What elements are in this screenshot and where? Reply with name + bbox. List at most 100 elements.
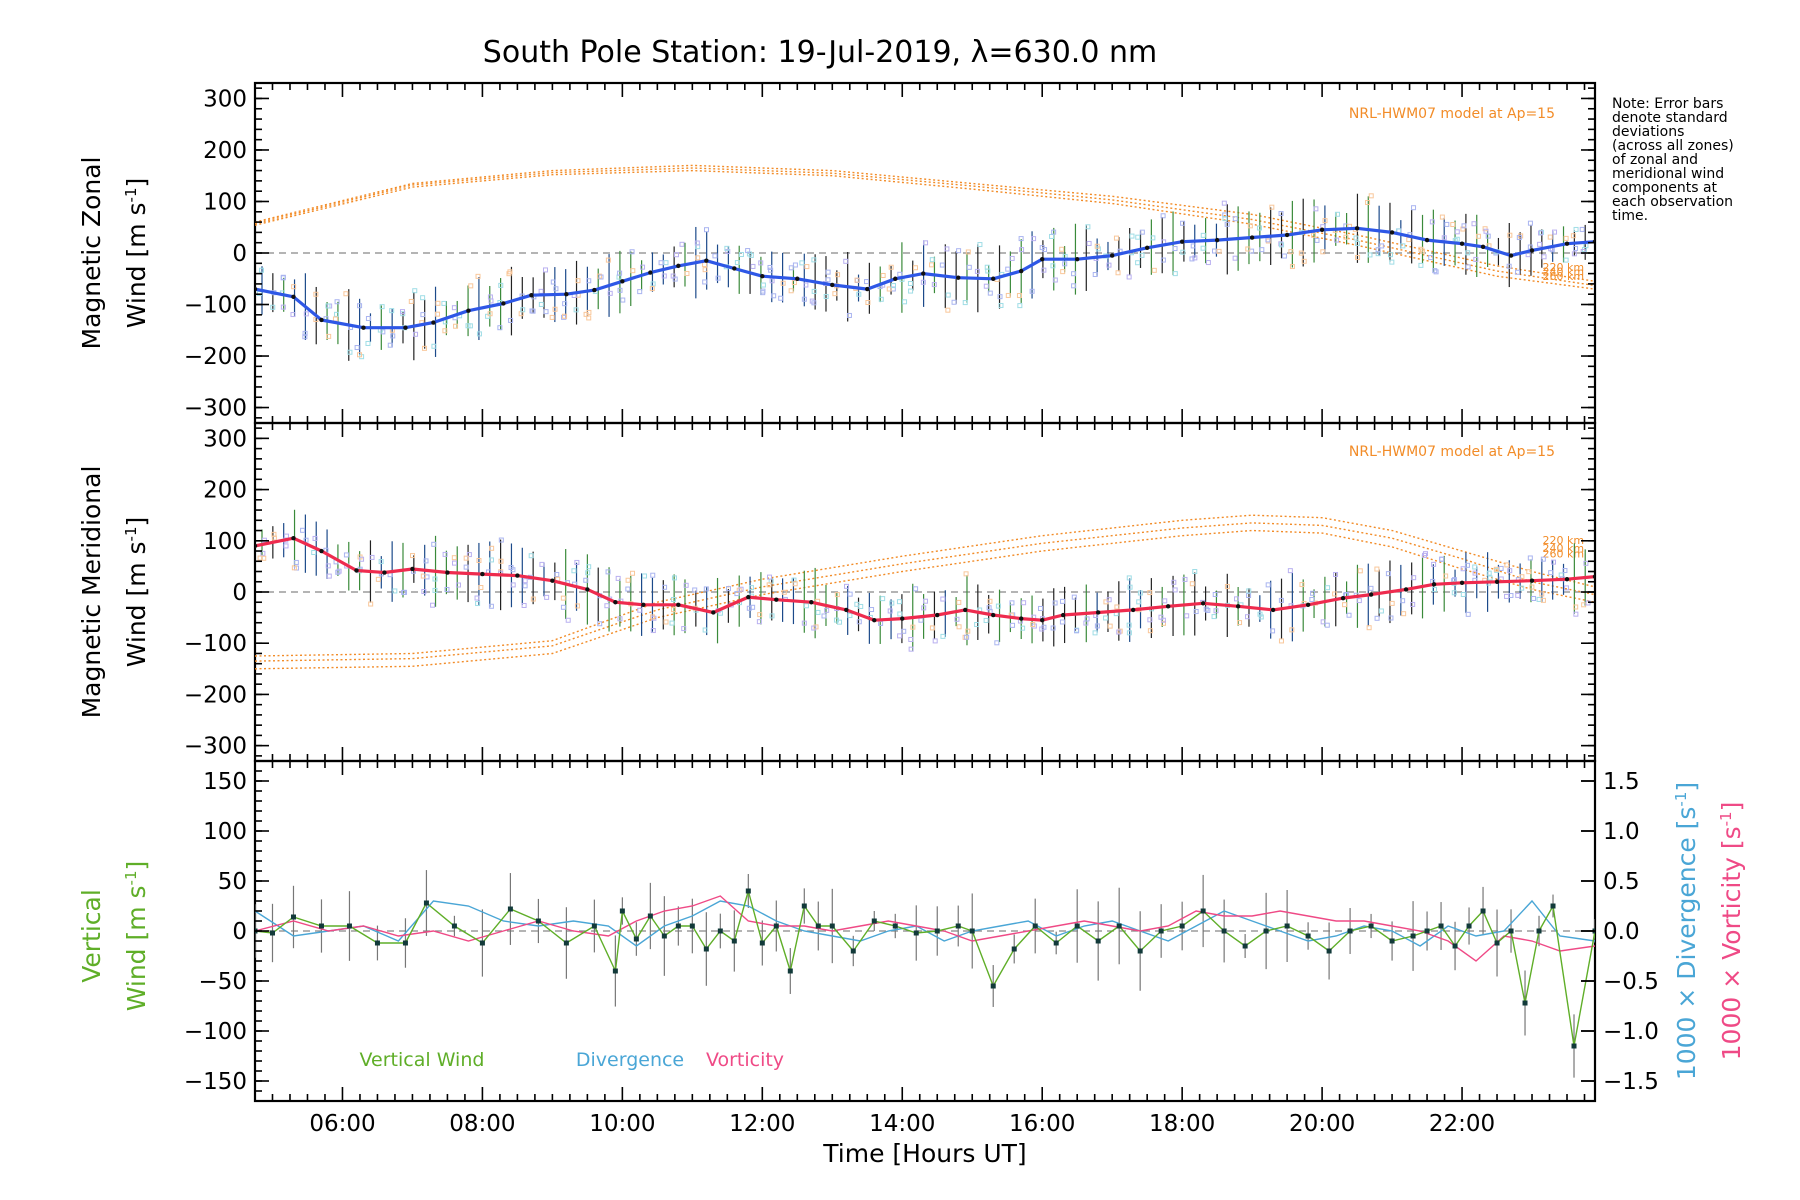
wind-data-point xyxy=(1592,574,1595,579)
vertical-wind-point xyxy=(913,930,919,936)
wind-data-point xyxy=(991,276,996,281)
note-line: (across all zones) xyxy=(1612,138,1734,154)
wind-data-point xyxy=(1431,582,1437,587)
zone-sample-marker xyxy=(313,317,319,323)
zone-sample-marker xyxy=(1411,205,1417,211)
wind-data-point xyxy=(592,287,597,293)
zone-sample-marker xyxy=(1038,605,1044,611)
zone-sample-marker xyxy=(1333,571,1339,577)
zone-sample-marker xyxy=(1160,620,1166,626)
zone-sample-marker xyxy=(1269,204,1275,210)
model-altitude-label: 260 km xyxy=(1543,270,1585,283)
vertical-wind-point xyxy=(1284,923,1290,929)
zone-sample-marker xyxy=(1205,260,1211,266)
zone-sample-marker xyxy=(431,541,437,547)
zone-sample-marker xyxy=(420,312,426,318)
vertical-wind-point xyxy=(801,903,807,909)
zone-sample-marker xyxy=(1092,272,1098,278)
wind-data-point xyxy=(1095,610,1101,615)
zone-sample-marker xyxy=(1309,596,1315,602)
zone-sample-marker xyxy=(498,282,504,288)
zone-sample-marker xyxy=(368,601,374,607)
zone-sample-marker xyxy=(522,578,528,584)
zone-sample-marker xyxy=(833,617,839,623)
zone-sample-marker xyxy=(538,301,544,307)
zone-sample-marker xyxy=(605,257,611,263)
zone-sample-marker xyxy=(854,277,860,283)
zone-sample-marker xyxy=(586,315,592,321)
zone-sample-marker xyxy=(1172,271,1178,277)
vertical-wind-point xyxy=(1221,928,1227,934)
zone-sample-marker xyxy=(931,282,937,288)
zone-sample-marker xyxy=(1106,597,1112,603)
zone-sample-marker xyxy=(781,589,787,595)
zone-sample-marker xyxy=(1213,608,1219,614)
zone-sample-marker xyxy=(326,573,332,579)
zone-sample-marker xyxy=(1507,232,1513,238)
wind-data-point xyxy=(445,570,450,575)
zone-sample-marker xyxy=(1010,622,1016,628)
zone-sample-marker xyxy=(821,613,827,619)
zone-sample-marker xyxy=(1084,616,1090,622)
wind-data-point xyxy=(1130,607,1136,613)
zone-sample-marker xyxy=(1224,221,1230,227)
wind-data-point xyxy=(564,292,569,297)
zone-sample-marker xyxy=(466,552,472,558)
zone-sample-marker xyxy=(538,288,544,294)
y-tick-label: −300 xyxy=(184,734,247,760)
zone-sample-marker xyxy=(1460,566,1466,572)
zone-sample-marker xyxy=(410,553,416,559)
zone-sample-marker xyxy=(1139,229,1145,235)
wind-data-point xyxy=(515,573,520,578)
zone-sample-marker xyxy=(811,300,817,306)
zone-sample-marker xyxy=(1548,570,1554,576)
zone-sample-marker xyxy=(1334,237,1340,243)
zone-sample-marker xyxy=(280,304,286,310)
vertical-wind-point xyxy=(1095,938,1101,944)
zone-sample-marker xyxy=(1529,584,1535,590)
zone-sample-marker xyxy=(354,345,360,351)
zone-sample-marker xyxy=(530,596,536,602)
zone-sample-marker xyxy=(1059,598,1065,604)
zone-sample-marker xyxy=(792,581,798,587)
zone-sample-marker xyxy=(1203,606,1209,612)
vertical-wind-point xyxy=(535,918,541,924)
x-tick-label: 18:00 xyxy=(1149,1111,1215,1137)
zone-sample-marker xyxy=(1465,611,1471,617)
vertical-wind-line xyxy=(255,888,1595,1047)
zone-sample-marker xyxy=(332,316,338,322)
zone-sample-marker xyxy=(1343,234,1349,240)
vorticity-ylabel: 1000 × Vorticity [s-1] xyxy=(1717,802,1746,1061)
zone-sample-marker xyxy=(1507,568,1513,574)
zone-sample-marker xyxy=(887,608,893,614)
zone-sample-marker xyxy=(586,564,592,570)
zone-sample-marker xyxy=(1527,220,1533,226)
zone-sample-marker xyxy=(703,586,709,592)
y-tick-label: −100 xyxy=(184,293,247,319)
zone-sample-marker xyxy=(336,568,342,574)
x-tick-label: 14:00 xyxy=(869,1111,935,1137)
zone-sample-marker xyxy=(1570,233,1576,239)
zone-sample-marker xyxy=(760,288,766,294)
zone-sample-marker xyxy=(387,342,393,348)
wind-data-point xyxy=(935,612,940,618)
zone-sample-marker xyxy=(455,582,461,588)
zone-sample-marker xyxy=(671,575,677,581)
wind-data-point xyxy=(361,325,366,330)
zone-sample-marker xyxy=(1192,255,1198,261)
y-tick-label: −300 xyxy=(184,396,247,422)
x-axis-label: Time [Hours UT] xyxy=(822,1139,1026,1168)
zone-sample-marker xyxy=(1103,615,1109,621)
zone-sample-marker xyxy=(977,242,983,248)
zone-sample-marker xyxy=(921,605,927,611)
zone-sample-marker xyxy=(1355,255,1361,261)
zone-sample-marker xyxy=(1171,579,1177,585)
zone-sample-marker xyxy=(1368,585,1374,591)
zone-sample-marker xyxy=(1320,619,1326,625)
vertical-wind-point xyxy=(290,914,296,920)
zone-sample-marker xyxy=(430,602,436,608)
zone-sample-marker xyxy=(389,308,395,314)
zone-sample-marker xyxy=(313,291,319,297)
wind-data-point xyxy=(1403,587,1409,592)
zone-sample-marker xyxy=(1357,568,1363,574)
